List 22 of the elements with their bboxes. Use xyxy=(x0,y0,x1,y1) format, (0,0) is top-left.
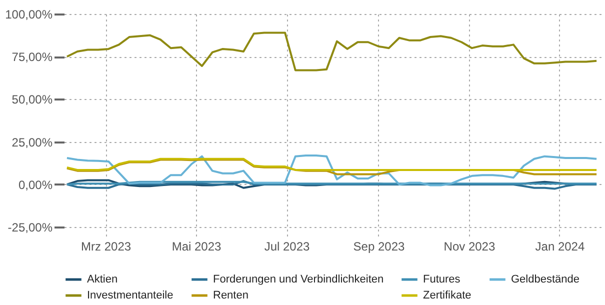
y-tick-label: 50,00% xyxy=(12,92,53,107)
x-tick-label: Jul 2023 xyxy=(264,240,310,254)
legend-label: Renten xyxy=(213,290,248,302)
y-tick-label: 100,00% xyxy=(5,8,53,22)
y-tick-label: 25,00% xyxy=(12,135,53,150)
x-tick-label: Mai 2023 xyxy=(172,240,222,254)
x-tick-label: Nov 2023 xyxy=(444,240,496,254)
line-series xyxy=(66,158,598,171)
legend-label: Zertifikate xyxy=(423,290,472,302)
line-series xyxy=(66,32,598,72)
x-tick-label: Jan 2024 xyxy=(535,240,585,254)
x-tick-label: Mrz 2023 xyxy=(81,240,132,254)
y-tick-label: 75,00% xyxy=(12,50,53,64)
legend-label: Geldbestände xyxy=(511,274,580,286)
line-series xyxy=(66,154,598,186)
x-tick-label: Sep 2023 xyxy=(353,240,405,254)
legend-label: Investmentanteile xyxy=(87,290,174,302)
legend-label: Futures xyxy=(423,274,461,286)
y-tick-label: -25,00% xyxy=(8,220,53,235)
legend-label: Forderungen und Verbindlichkeiten xyxy=(213,274,384,286)
legend-label: Aktien xyxy=(87,274,118,286)
y-tick-label: 0,00% xyxy=(18,178,53,192)
